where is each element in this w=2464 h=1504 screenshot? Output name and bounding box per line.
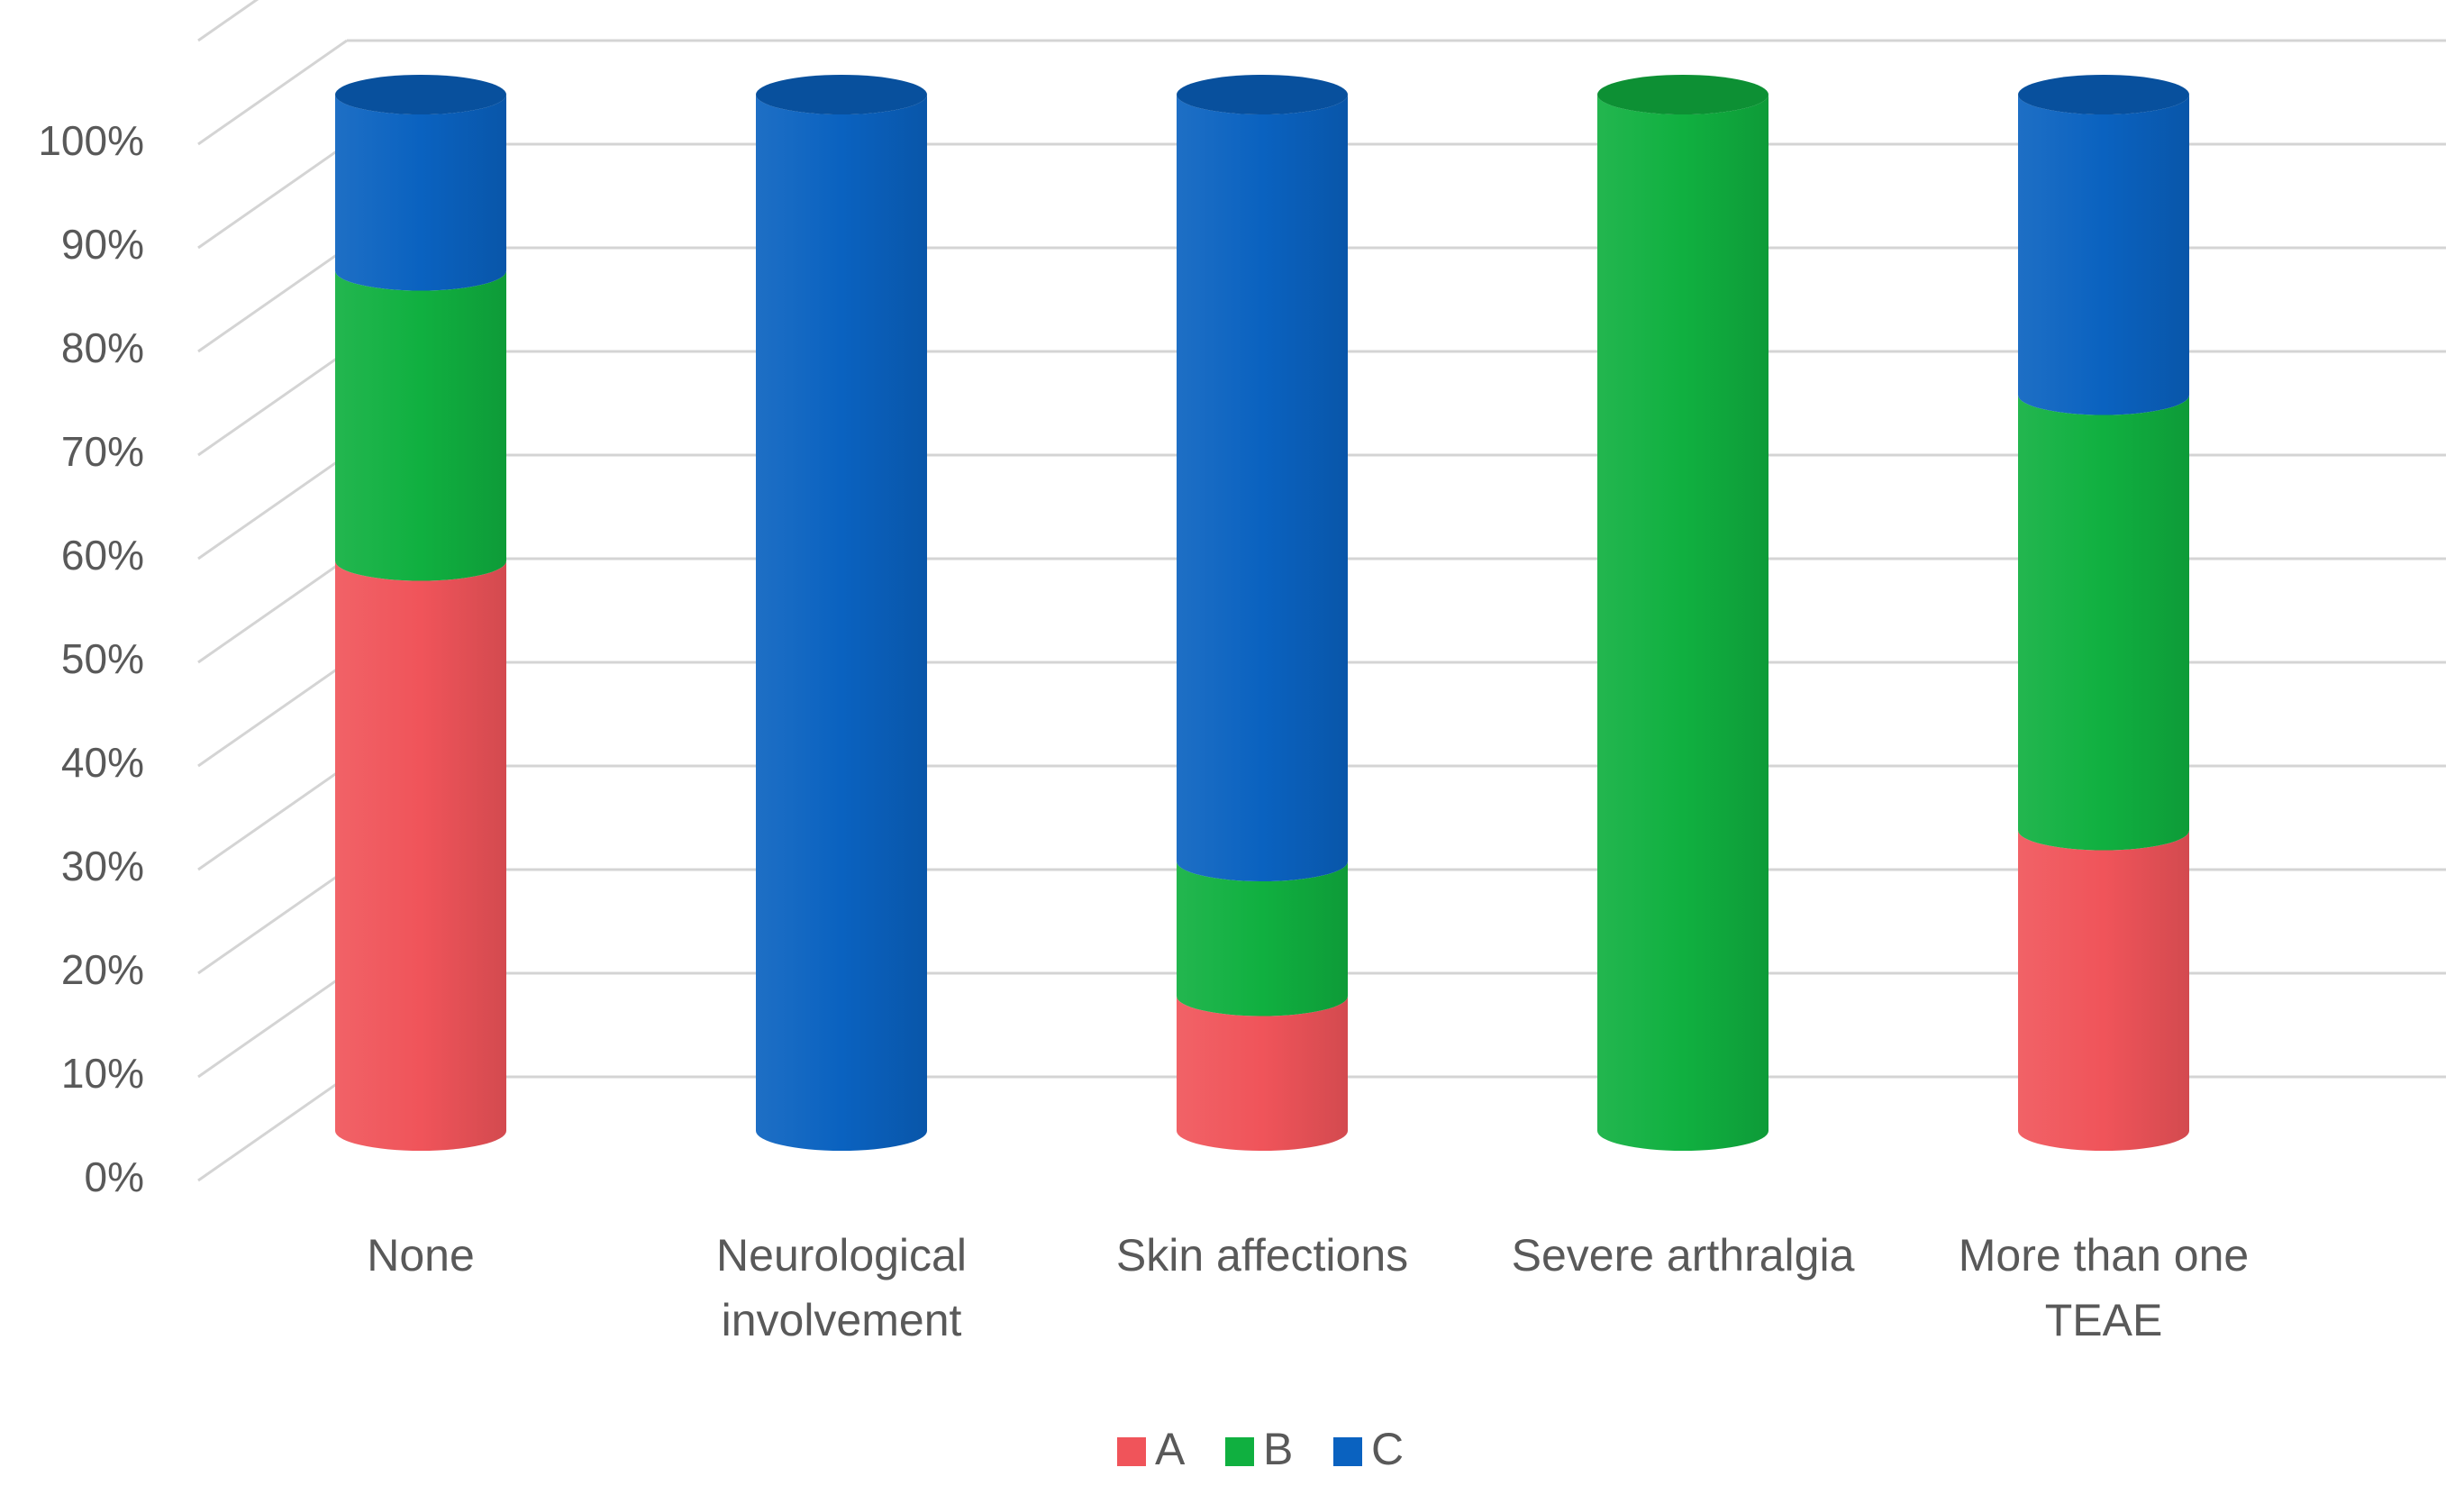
bar-segment-B bbox=[2018, 395, 2190, 851]
bar-segment-A bbox=[2018, 830, 2189, 1151]
legend-swatch-A bbox=[1117, 1437, 1146, 1466]
y-tick-label: 70% bbox=[61, 428, 144, 475]
y-tick-label: 20% bbox=[61, 946, 144, 993]
y-tick-label: 10% bbox=[61, 1050, 144, 1097]
x-category-label: Skin affections bbox=[1116, 1230, 1408, 1281]
gridline-diagonal bbox=[197, 39, 348, 146]
gridline-diagonal bbox=[197, 868, 348, 975]
bar-group bbox=[1597, 75, 1768, 1151]
bar-segment-A bbox=[1177, 996, 1348, 1151]
gridline-diagonal bbox=[197, 246, 348, 353]
legend-label: B bbox=[1263, 1424, 1293, 1474]
legend-swatch-C bbox=[1333, 1437, 1362, 1466]
legend-label: C bbox=[1371, 1424, 1404, 1474]
bar-top-cap bbox=[335, 75, 506, 114]
x-category-label: More than one TEAE bbox=[1959, 1230, 2249, 1345]
y-tick-label: 80% bbox=[61, 324, 144, 371]
bar-segment-C bbox=[2018, 95, 2190, 415]
y-tick-label: 90% bbox=[61, 221, 144, 268]
legend: A B C bbox=[1117, 1424, 1404, 1474]
y-tick-label: 40% bbox=[61, 739, 144, 786]
plot-area bbox=[335, 75, 2190, 1151]
y-tick-label: 100% bbox=[38, 117, 144, 164]
x-category-label: Severe arthralgia bbox=[1512, 1230, 1855, 1281]
bar-segment-C bbox=[1177, 95, 1348, 881]
y-tick-label: 0% bbox=[85, 1153, 144, 1200]
bar-top-cap bbox=[1597, 75, 1768, 114]
bar-top-cap bbox=[1177, 75, 1348, 114]
bar-group bbox=[756, 75, 927, 1151]
legend-label: A bbox=[1155, 1424, 1186, 1474]
gridline-diagonal bbox=[197, 764, 348, 871]
bar-segment-C bbox=[335, 95, 506, 291]
x-axis-labels: None Neurological involvement Skin affectio… bbox=[367, 1230, 2249, 1345]
gridline-diagonal bbox=[197, 142, 348, 250]
bar-top-cap bbox=[2018, 75, 2189, 114]
y-axis: 0% 10% 20% 30% 40% 50% 60% 70% 80% 90% 100% bbox=[38, 117, 144, 1200]
y-tick-label: 30% bbox=[61, 843, 144, 889]
y-tick-label: 60% bbox=[61, 532, 144, 579]
gridline-top-diagonal bbox=[197, 0, 259, 42]
gridline-diagonal bbox=[197, 453, 348, 561]
bar-segment-B bbox=[335, 270, 506, 581]
bar-group bbox=[335, 75, 506, 1151]
bar-segment-C bbox=[756, 95, 927, 1151]
y-tick-label: 50% bbox=[61, 635, 144, 682]
bar-top-cap bbox=[756, 75, 927, 114]
gridline-diagonal bbox=[197, 661, 348, 768]
gridline-diagonal bbox=[197, 1075, 348, 1182]
bar-segment-A bbox=[335, 561, 506, 1151]
bar-segment-B bbox=[1597, 95, 1768, 1151]
gridline-diagonal bbox=[197, 350, 348, 457]
gridline-diagonal bbox=[197, 971, 348, 1079]
legend-swatch-B bbox=[1225, 1437, 1254, 1466]
bar-group bbox=[2018, 75, 2190, 1151]
bar-segment-B bbox=[1177, 861, 1348, 1016]
x-category-label: None bbox=[367, 1230, 475, 1281]
bar-group bbox=[1177, 75, 1348, 1151]
x-category-label: Neurological involvement bbox=[716, 1230, 967, 1345]
gridline-diagonal bbox=[197, 557, 348, 664]
